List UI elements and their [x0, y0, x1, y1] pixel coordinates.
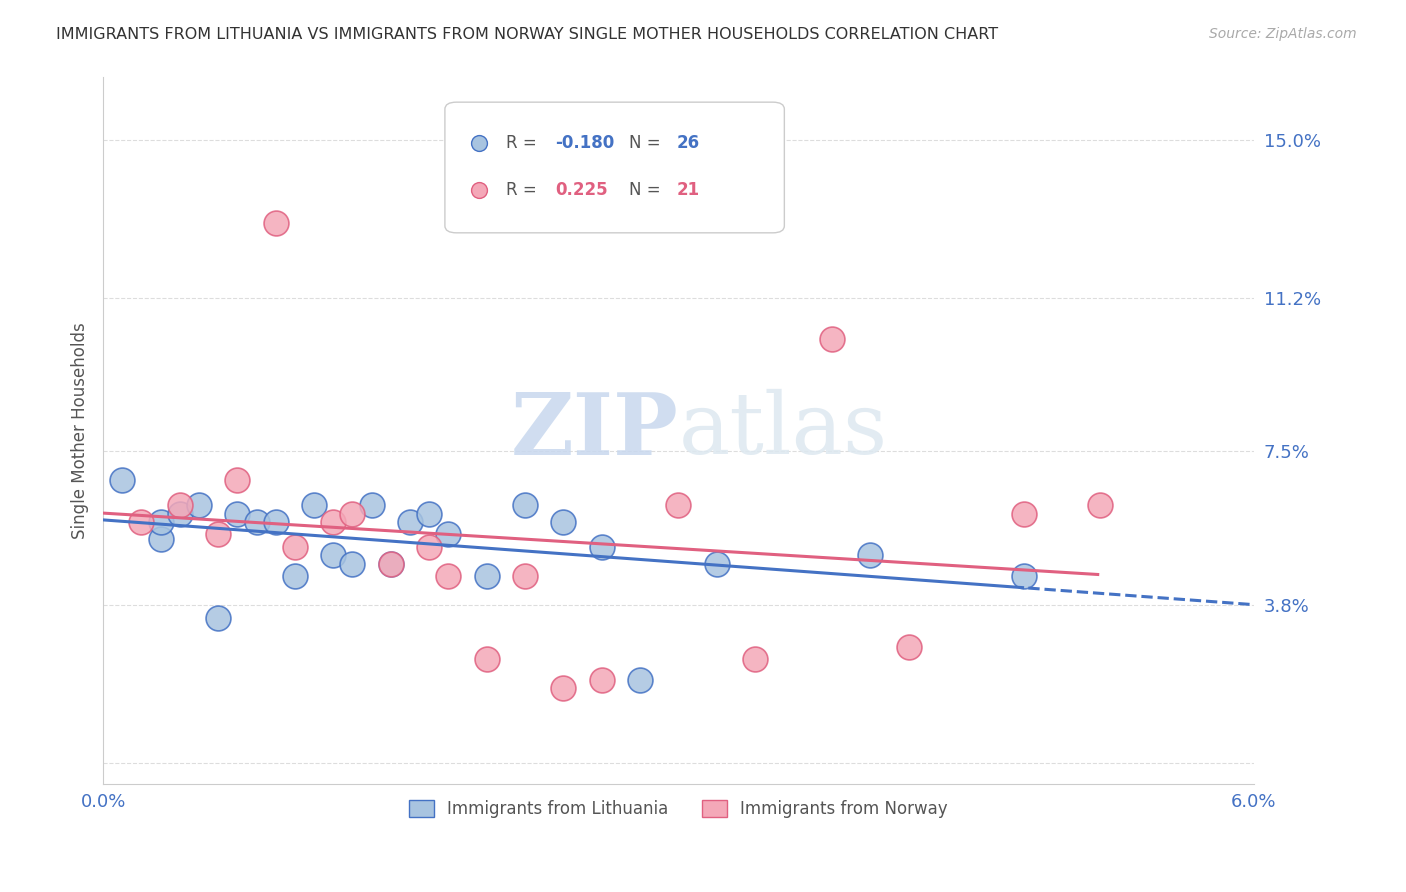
Immigrants from Norway: [591, 673, 613, 687]
Immigrants from Lithuania: [226, 507, 249, 521]
Text: IMMIGRANTS FROM LITHUANIA VS IMMIGRANTS FROM NORWAY SINGLE MOTHER HOUSEHOLDS COR: IMMIGRANTS FROM LITHUANIA VS IMMIGRANTS …: [56, 27, 998, 42]
Immigrants from Norway: [513, 569, 536, 583]
Immigrants from Lithuania: [207, 610, 229, 624]
Text: R =: R =: [506, 181, 547, 200]
Immigrants from Norway: [418, 540, 440, 554]
Text: R =: R =: [506, 134, 541, 153]
Immigrants from Lithuania: [188, 499, 211, 513]
Text: 21: 21: [676, 181, 699, 200]
Immigrants from Lithuania: [169, 507, 191, 521]
Text: N =: N =: [628, 134, 666, 153]
Immigrants from Lithuania: [111, 474, 134, 488]
Immigrants from Lithuania: [475, 569, 498, 583]
Immigrants from Norway: [1012, 507, 1035, 521]
FancyBboxPatch shape: [444, 103, 785, 233]
Immigrants from Norway: [744, 652, 766, 666]
Immigrants from Lithuania: [245, 515, 267, 529]
Immigrants from Lithuania: [399, 515, 422, 529]
Text: atlas: atlas: [679, 389, 887, 472]
Immigrants from Lithuania: [380, 557, 402, 571]
Y-axis label: Single Mother Households: Single Mother Households: [72, 322, 89, 539]
Immigrants from Norway: [226, 474, 249, 488]
Immigrants from Norway: [437, 569, 460, 583]
Immigrants from Lithuania: [322, 548, 344, 562]
Immigrants from Norway: [284, 540, 307, 554]
Immigrants from Norway: [322, 515, 344, 529]
Immigrants from Lithuania: [342, 557, 364, 571]
Immigrants from Norway: [668, 499, 690, 513]
Immigrants from Norway: [131, 515, 153, 529]
Text: 26: 26: [676, 134, 699, 153]
Immigrants from Norway: [264, 216, 287, 230]
Immigrants from Norway: [207, 527, 229, 541]
Immigrants from Norway: [821, 332, 844, 346]
Immigrants from Norway: [380, 557, 402, 571]
Immigrants from Lithuania: [149, 515, 172, 529]
Immigrants from Lithuania: [437, 527, 460, 541]
Immigrants from Norway: [1090, 499, 1112, 513]
Immigrants from Lithuania: [553, 515, 575, 529]
Text: Source: ZipAtlas.com: Source: ZipAtlas.com: [1209, 27, 1357, 41]
Immigrants from Lithuania: [264, 515, 287, 529]
Text: N =: N =: [628, 181, 666, 200]
Immigrants from Lithuania: [591, 540, 613, 554]
Immigrants from Lithuania: [706, 557, 728, 571]
Immigrants from Norway: [897, 640, 920, 654]
Immigrants from Lithuania: [284, 569, 307, 583]
Immigrants from Lithuania: [302, 499, 325, 513]
Text: -0.180: -0.180: [555, 134, 614, 153]
Legend: Immigrants from Lithuania, Immigrants from Norway: Immigrants from Lithuania, Immigrants fr…: [402, 793, 955, 825]
Text: ZIP: ZIP: [510, 389, 679, 473]
Immigrants from Lithuania: [628, 673, 651, 687]
Immigrants from Norway: [475, 652, 498, 666]
Immigrants from Lithuania: [859, 548, 882, 562]
Immigrants from Lithuania: [513, 499, 536, 513]
Immigrants from Norway: [342, 507, 364, 521]
Immigrants from Norway: [553, 681, 575, 695]
Immigrants from Lithuania: [360, 499, 382, 513]
Immigrants from Norway: [169, 499, 191, 513]
Immigrants from Lithuania: [1012, 569, 1035, 583]
Immigrants from Lithuania: [149, 532, 172, 546]
Immigrants from Lithuania: [418, 507, 440, 521]
Text: 0.225: 0.225: [555, 181, 607, 200]
